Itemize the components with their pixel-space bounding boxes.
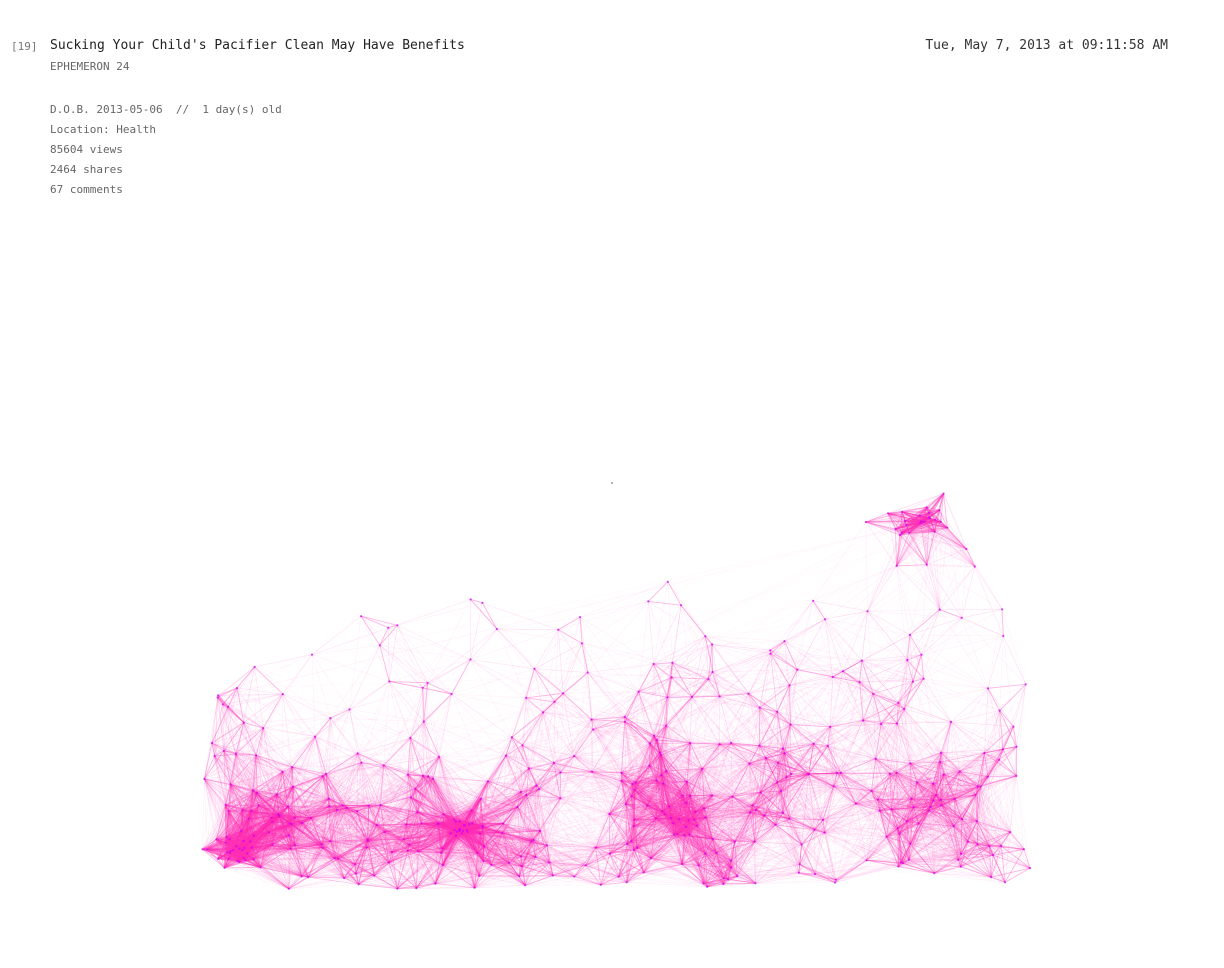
post-title[interactable]: Sucking Your Child's Pacifier Clean May … [50, 38, 465, 53]
post-meta: D.O.B. 2013-05-06 // 1 day(s) old Locati… [50, 100, 282, 200]
views-count: 85604 views [50, 143, 123, 156]
shares-count: 2464 shares [50, 163, 123, 176]
timestamp: Tue, May 7, 2013 at 09:11:58 AM [925, 38, 1168, 53]
dob-line: D.O.B. 2013-05-06 // 1 day(s) old [50, 103, 282, 116]
network-nodes [201, 492, 1032, 890]
network-edges [202, 493, 1031, 890]
series-label: EPHEMERON 24 [50, 60, 130, 73]
stray-dot [611, 482, 613, 484]
post-index: [19] [11, 40, 38, 53]
location-line: Location: Health [50, 123, 156, 136]
comments-count: 67 comments [50, 183, 123, 196]
